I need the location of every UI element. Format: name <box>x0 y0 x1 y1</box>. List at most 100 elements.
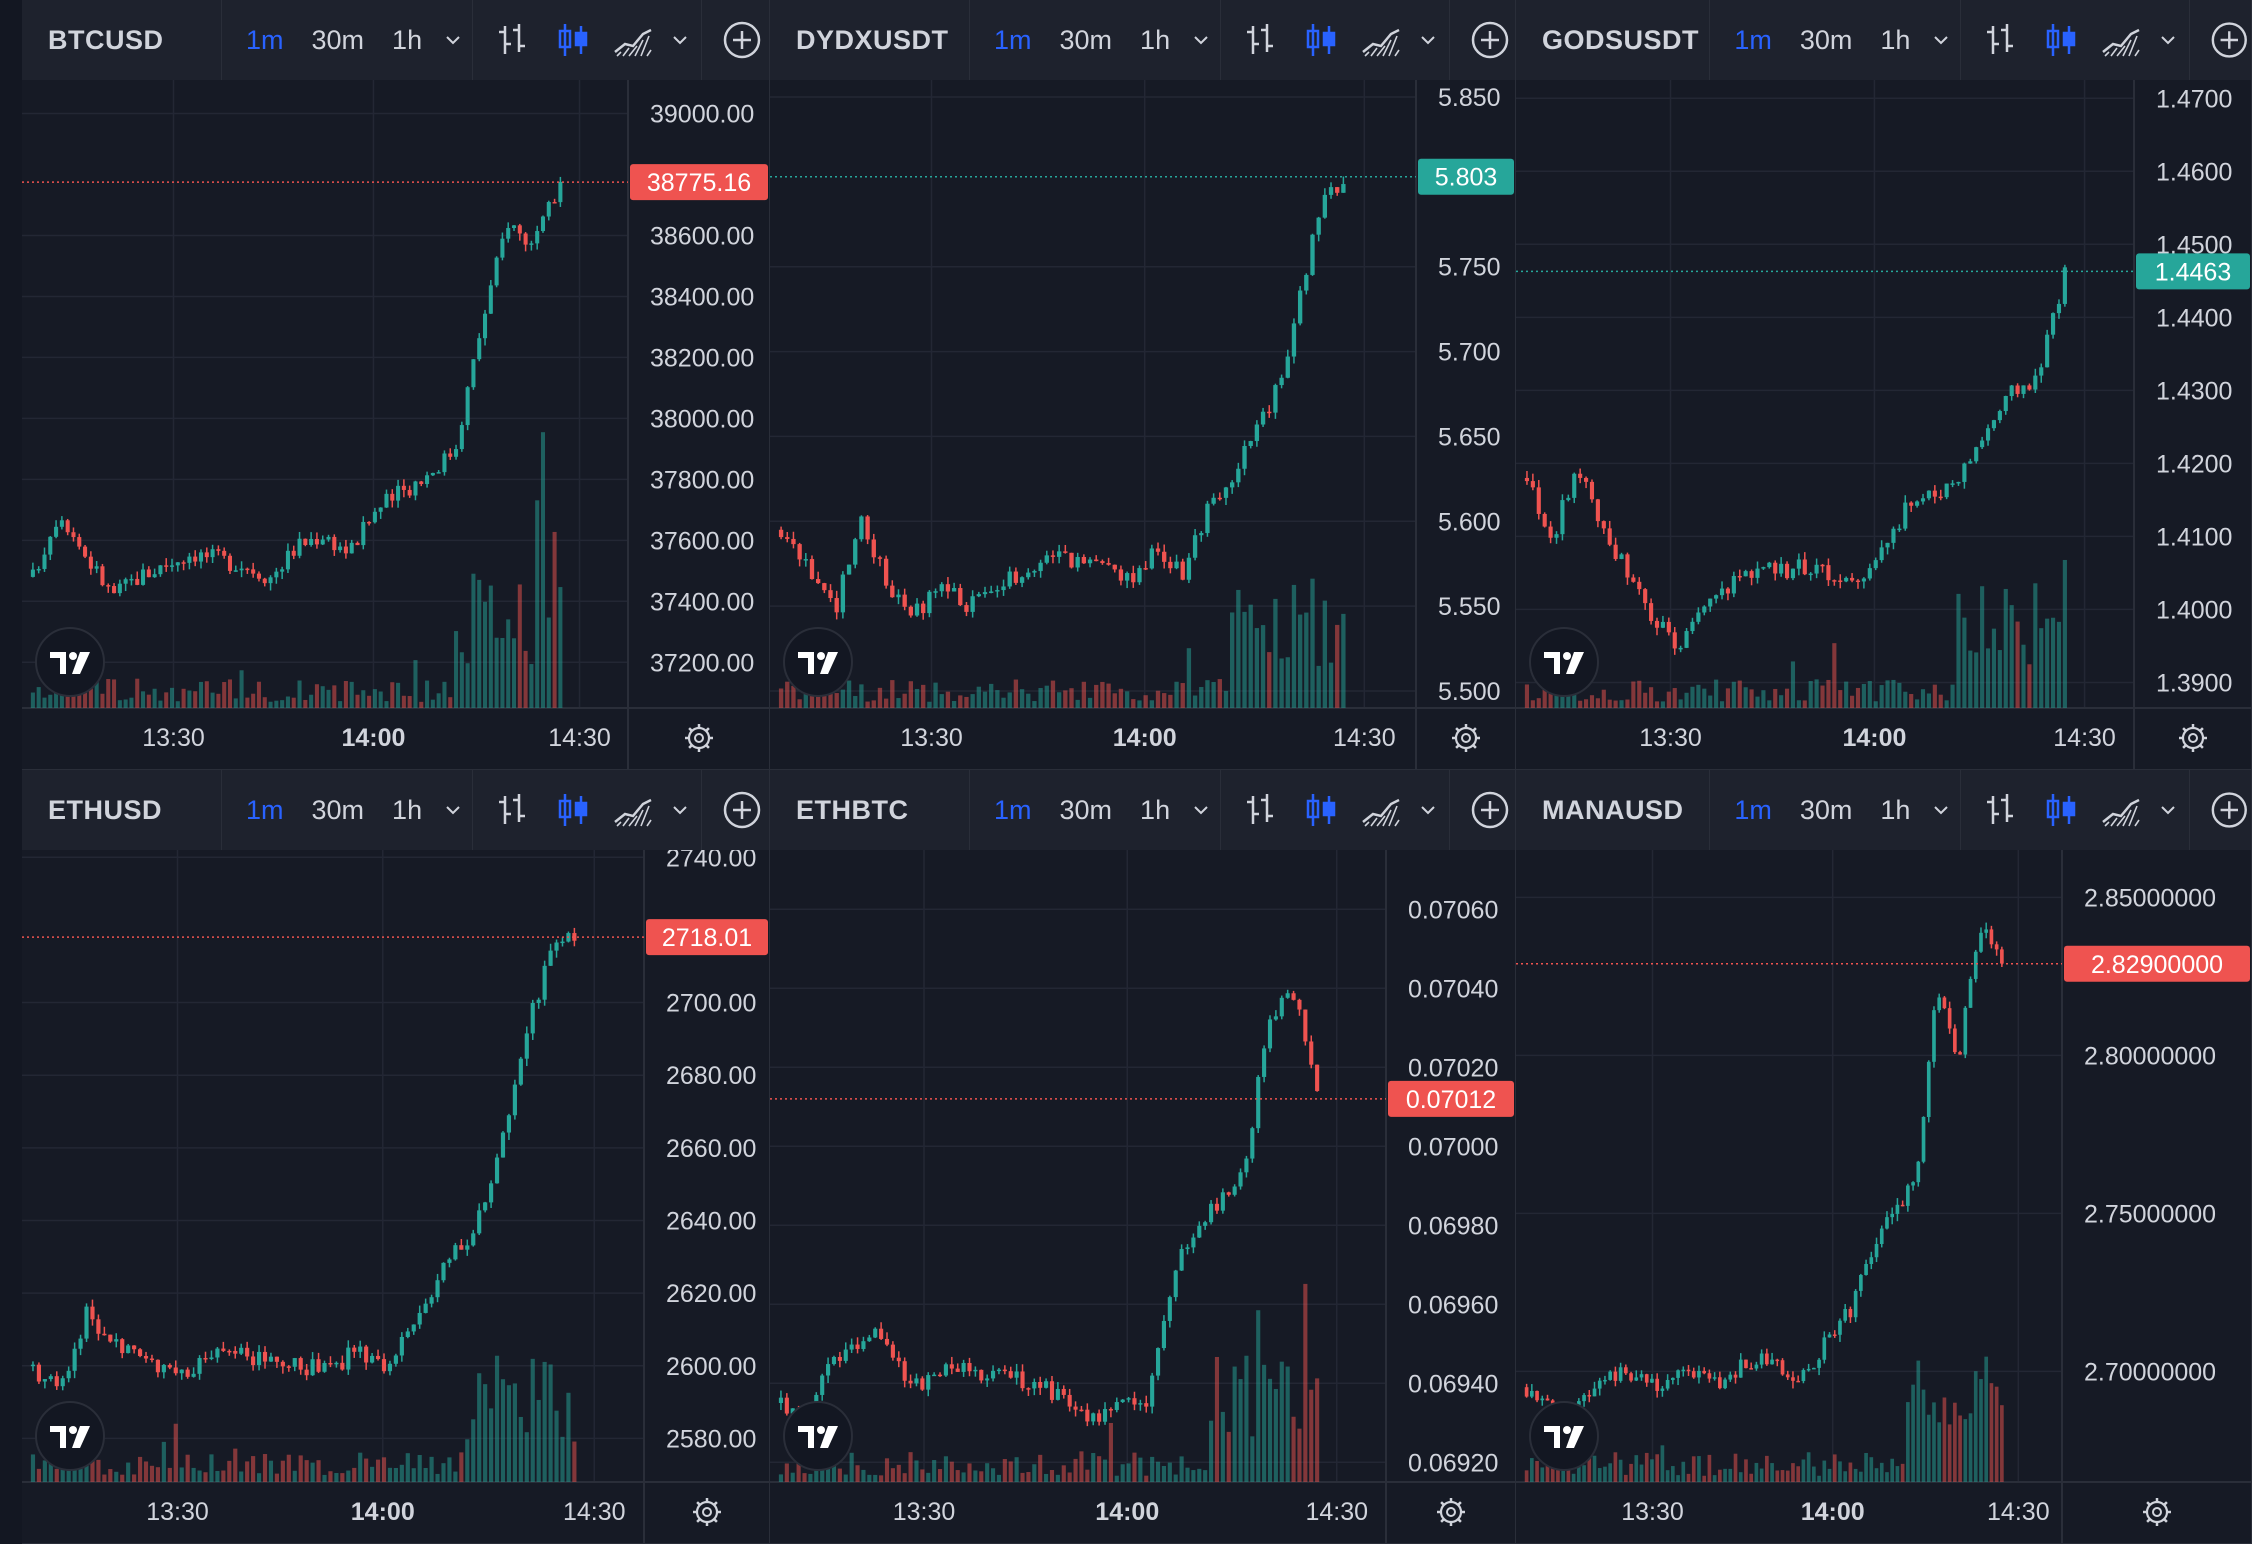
candle <box>1744 1359 1748 1369</box>
price-chart[interactable]: 39000.00 38600.00 38400.00 38200.00 38000.00… <box>22 80 770 770</box>
candles-icon[interactable] <box>2039 18 2083 62</box>
chart-pane-ethbtc[interactable]: ETHBTC 1m 30m 1h 0.07060 0.07040 0.07020 0.0700… <box>770 770 1516 1544</box>
candles-icon[interactable] <box>551 18 595 62</box>
symbol-button[interactable]: GODSUSDT <box>1516 0 1711 80</box>
price-chart[interactable]: 1.47001.46001.45001.44001.43001.42001.41… <box>1516 80 2252 770</box>
bar-chart-icon[interactable] <box>1979 788 2023 832</box>
volume-bar <box>465 1439 470 1482</box>
chevron-down-icon[interactable] <box>1930 799 1952 821</box>
add-indicator-icon[interactable] <box>2208 788 2251 832</box>
price-chart[interactable]: 2740.00 2700.00 2680.00 2660.00 2640.00 2620.… <box>22 850 770 1544</box>
chevron-down-icon[interactable] <box>2157 29 2179 51</box>
volume-bar <box>1186 648 1192 708</box>
candle <box>1168 556 1173 574</box>
gear-icon[interactable] <box>1452 724 1480 752</box>
timeframe-1m[interactable]: 1m <box>246 24 284 55</box>
volume-bar <box>419 701 424 708</box>
timeframe-1h[interactable]: 1h <box>392 794 423 825</box>
gear-icon[interactable] <box>685 724 713 752</box>
add-indicator-icon[interactable] <box>1468 18 1512 62</box>
bar-chart-icon[interactable] <box>1239 788 1283 832</box>
volume-bar <box>108 1469 113 1482</box>
bar-chart-icon[interactable] <box>1979 18 2023 62</box>
price-tick-label: 0.07060 <box>1408 896 1498 924</box>
price-chart[interactable]: 2.85000000 2.80000000 2.75000000 2.70000000… <box>1516 850 2252 1544</box>
candles-icon[interactable] <box>551 788 595 832</box>
volume-bar <box>1784 688 1790 708</box>
symbol-button[interactable]: ETHBTC <box>770 770 970 850</box>
chevron-down-icon[interactable] <box>442 29 464 51</box>
gear-icon[interactable] <box>693 1498 721 1526</box>
area-chart-icon[interactable] <box>611 788 655 832</box>
volume-bar <box>1625 699 1630 708</box>
area-chart-icon[interactable] <box>1359 788 1403 832</box>
timeframe-1m[interactable]: 1m <box>1734 24 1772 55</box>
chevron-down-icon[interactable] <box>1417 799 1439 821</box>
chart-pane-manausd[interactable]: MANAUSD 1m 30m 1h 2.85000000 2.80000000 2.7500… <box>1516 770 2252 1544</box>
volume-bar <box>1827 1468 1832 1482</box>
symbol-button[interactable]: ETHUSD <box>22 770 222 850</box>
timeframe-30m[interactable]: 30m <box>1059 794 1113 825</box>
candle <box>1738 1353 1743 1378</box>
symbol-button[interactable]: MANAUSD <box>1516 770 1711 850</box>
chart-pane-btcusd[interactable]: BTCUSD 1m 30m 1h 39000.00 38600.00 38400.00 382… <box>22 0 770 770</box>
timeframe-1m[interactable]: 1m <box>1734 794 1772 825</box>
chevron-down-icon[interactable] <box>1190 29 1212 51</box>
candle <box>1315 1064 1320 1092</box>
area-chart-icon[interactable] <box>1359 18 1403 62</box>
price-chart[interactable]: 5.850 5.750 5.700 5.650 5.600 5.550 5.500 5.803… <box>770 80 1516 770</box>
symbol-button[interactable]: DYDXUSDT <box>770 0 970 80</box>
timeframe-1m[interactable]: 1m <box>994 794 1032 825</box>
candle <box>1968 976 1973 1008</box>
volume-bar <box>1126 1463 1131 1482</box>
chevron-down-icon[interactable] <box>669 29 691 51</box>
price-chart[interactable]: 0.07060 0.07040 0.07020 0.07000 0.06980 0.069… <box>770 850 1516 1544</box>
area-chart-icon[interactable] <box>2099 788 2143 832</box>
candle <box>1536 479 1541 520</box>
gear-icon[interactable] <box>1437 1498 1465 1526</box>
timeframe-30m[interactable]: 30m <box>311 24 365 55</box>
timeframe-1h[interactable]: 1h <box>1140 24 1171 55</box>
timeframe-1h[interactable]: 1h <box>1140 794 1171 825</box>
volume-bar <box>1291 584 1297 708</box>
chevron-down-icon[interactable] <box>669 799 691 821</box>
chart-pane-ethusd[interactable]: ETHUSD 1m 30m 1h 2740.00 2700.00 2680.00 2660.0… <box>22 770 770 1544</box>
candle <box>1303 1009 1308 1046</box>
bar-chart-icon[interactable] <box>491 18 535 62</box>
candles-icon[interactable] <box>2039 788 2083 832</box>
chevron-down-icon[interactable] <box>1190 799 1212 821</box>
add-indicator-icon[interactable] <box>720 788 764 832</box>
candles-icon[interactable] <box>1299 788 1343 832</box>
volume-bar <box>100 693 105 708</box>
timeframe-30m[interactable]: 30m <box>1799 794 1853 825</box>
gear-icon[interactable] <box>2179 724 2207 752</box>
bar-chart-icon[interactable] <box>491 788 535 832</box>
timeframe-30m[interactable]: 30m <box>1799 24 1853 55</box>
gear-icon[interactable] <box>2143 1498 2171 1526</box>
timeframe-1m[interactable]: 1m <box>246 794 284 825</box>
bar-chart-icon[interactable] <box>1239 18 1283 62</box>
candle <box>1244 1155 1249 1178</box>
timeframe-1h[interactable]: 1h <box>392 24 423 55</box>
chevron-down-icon[interactable] <box>1930 29 1952 51</box>
area-chart-icon[interactable] <box>611 18 655 62</box>
volume-bar <box>126 1462 131 1482</box>
candles-icon[interactable] <box>1299 18 1343 62</box>
chevron-down-icon[interactable] <box>1417 29 1439 51</box>
add-indicator-icon[interactable] <box>1468 788 1512 832</box>
timeframe-1h[interactable]: 1h <box>1880 24 1911 55</box>
volume-bar <box>2033 583 2038 708</box>
timeframe-1m[interactable]: 1m <box>994 24 1032 55</box>
add-indicator-icon[interactable] <box>2208 18 2251 62</box>
symbol-button[interactable]: BTCUSD <box>22 0 222 80</box>
chart-pane-godsusdt[interactable]: GODSUSDT 1m 30m 1h 1.4700 1.4600 1.4500 1.4400 1… <box>1516 0 2252 770</box>
chevron-down-icon[interactable] <box>2157 799 2179 821</box>
timeframe-1h[interactable]: 1h <box>1880 794 1911 825</box>
add-indicator-icon[interactable] <box>720 18 764 62</box>
timeframe-30m[interactable]: 30m <box>311 794 365 825</box>
volume-bar <box>132 1474 137 1482</box>
chart-pane-dydxusdt[interactable]: DYDXUSDT 1m 30m 1h 5.850 5.750 5.700 5.650 5.600… <box>770 0 1516 770</box>
chevron-down-icon[interactable] <box>442 799 464 821</box>
area-chart-icon[interactable] <box>2099 18 2143 62</box>
timeframe-30m[interactable]: 30m <box>1059 24 1113 55</box>
